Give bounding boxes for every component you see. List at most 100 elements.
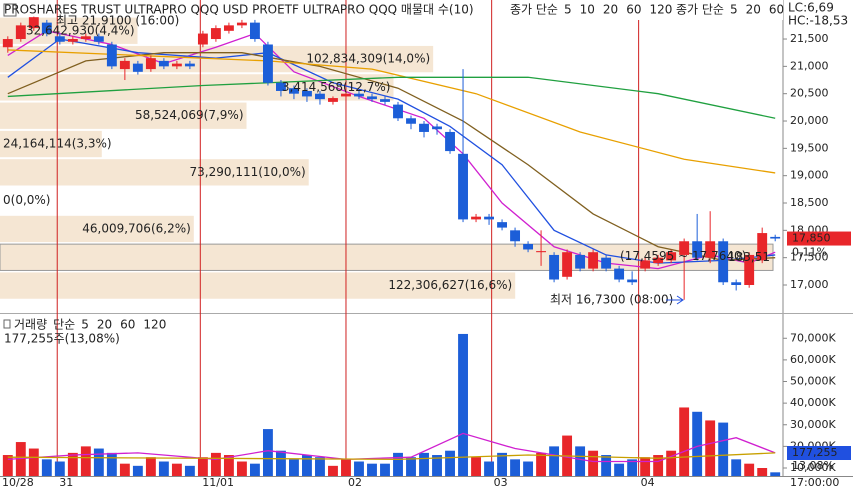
candle-body	[666, 252, 677, 261]
candle-body	[484, 216, 494, 220]
volume-bar	[432, 455, 442, 476]
legend-label: 종가 단순	[510, 3, 558, 17]
volume-bar	[80, 446, 91, 476]
title-icon	[3, 3, 17, 17]
candle-body	[119, 60, 130, 70]
y-tick-label: 20,500	[790, 87, 829, 100]
volume-bar	[458, 333, 468, 476]
candle-body	[54, 36, 65, 42]
volume-bar	[679, 407, 690, 476]
volume-bar	[393, 452, 403, 476]
volume-bar	[341, 459, 351, 476]
candle-body	[640, 260, 651, 269]
volume-bar	[354, 461, 364, 476]
y-tick-label: 20,000	[790, 114, 829, 127]
y-tick-label: 19,000	[790, 169, 829, 182]
x-tick-label: 02	[348, 476, 362, 489]
volume-bar	[289, 459, 299, 476]
candle-body	[93, 36, 104, 42]
volume-bar	[484, 461, 494, 476]
volume-legend-item: 20	[97, 318, 112, 332]
ma-line	[7, 52, 776, 262]
hc-label: HC:-18,53	[788, 14, 848, 28]
candle-body	[236, 22, 247, 26]
candle-body	[562, 252, 573, 277]
candle-body	[718, 241, 729, 283]
lc-label: LC:6,69	[788, 1, 834, 15]
volume-bar	[575, 446, 586, 476]
volume-bar	[601, 455, 612, 476]
last-price-box	[787, 231, 851, 246]
volume-bar	[276, 450, 286, 476]
legend-item: 60	[626, 3, 641, 17]
volume-bar	[510, 459, 521, 476]
candle-body	[432, 126, 442, 130]
candle-body	[627, 279, 638, 283]
volume-bar	[549, 446, 560, 476]
candle-body	[80, 36, 91, 40]
y-tick-label: 60,000K	[790, 353, 836, 366]
profile-label: 102,834,309(14,0%)	[306, 52, 430, 66]
volume-bar	[236, 461, 247, 476]
y-tick-label: 17,500	[790, 251, 829, 264]
volume-bar	[692, 411, 703, 476]
legend-item: 20	[603, 3, 618, 17]
y-tick-label: 50,000K	[790, 375, 836, 388]
profile-label: 183,51	[728, 250, 770, 264]
candle-body	[575, 254, 586, 269]
volume-legend-item: 120	[143, 318, 166, 332]
volume-bar	[640, 457, 651, 476]
candle-body	[458, 153, 468, 220]
volume-legend-item: 60	[120, 318, 135, 332]
y-tick-label: 17,000	[790, 278, 829, 291]
volume-bar	[210, 452, 221, 476]
candle-body	[158, 60, 169, 67]
candle-body	[614, 268, 625, 280]
profile-bar	[0, 130, 102, 158]
volume-bar	[406, 457, 416, 476]
candle-body	[262, 44, 273, 83]
profile-bar	[0, 272, 516, 299]
candle-body	[393, 104, 403, 119]
volume-bar	[445, 450, 455, 476]
legend-item: 120	[649, 3, 672, 17]
volume-bar	[653, 455, 664, 476]
volume-bar	[770, 472, 781, 476]
volume-bar	[106, 452, 117, 476]
last-price: 17,850	[792, 232, 831, 245]
volume-bar	[367, 463, 377, 476]
volume-bar	[536, 452, 547, 476]
volume-bar	[93, 448, 104, 476]
candle-body	[523, 244, 534, 250]
candle-body	[328, 98, 338, 102]
x-tick-label: 03	[494, 476, 508, 489]
volume-bar	[184, 465, 195, 476]
volume-bar	[627, 459, 638, 476]
candle-body	[367, 96, 377, 100]
volume-bar	[171, 463, 182, 476]
candle-body	[341, 93, 351, 97]
profile-bar	[0, 102, 247, 129]
candle-body	[249, 22, 260, 40]
volume-bar	[718, 422, 729, 476]
volume-bar	[197, 457, 208, 476]
ma-line	[7, 452, 776, 461]
candle-body	[744, 254, 755, 285]
volume-bar	[262, 429, 273, 476]
profile-bar	[0, 159, 309, 186]
candle-body	[132, 63, 143, 72]
candle-body	[757, 233, 768, 261]
x-tick-label: 10/28	[2, 476, 34, 489]
candle-body	[106, 44, 117, 67]
volume-bar	[249, 463, 260, 476]
candle-body	[67, 39, 78, 42]
volume-legend-label: 거래량	[14, 318, 47, 332]
candle-body	[731, 282, 742, 285]
candle-body	[510, 230, 521, 242]
profile-label: 0(0,0%)	[3, 193, 50, 207]
last-change: 0,11%	[792, 246, 827, 259]
volume-bar	[757, 468, 768, 476]
volume-bar	[158, 461, 169, 476]
candle-body	[171, 63, 182, 67]
